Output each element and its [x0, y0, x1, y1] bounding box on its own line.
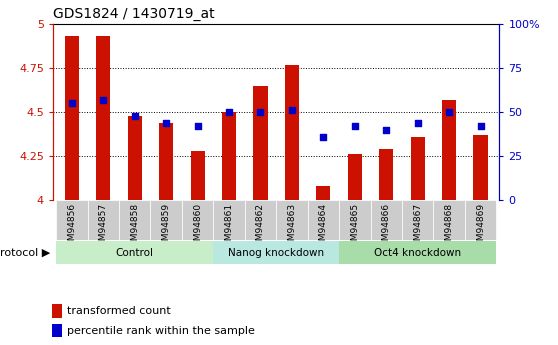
Bar — [213, 200, 245, 240]
Bar — [465, 200, 496, 240]
Bar — [307, 200, 339, 240]
Bar — [182, 200, 213, 240]
Bar — [474, 135, 488, 200]
Text: GSM94862: GSM94862 — [256, 203, 265, 252]
Point — [68, 101, 76, 106]
Bar — [402, 200, 434, 240]
Bar — [128, 116, 142, 200]
Point — [445, 109, 454, 115]
Text: GSM94868: GSM94868 — [445, 203, 454, 253]
Bar — [276, 200, 307, 240]
Text: GSM94861: GSM94861 — [224, 203, 234, 253]
Text: transformed count: transformed count — [67, 306, 171, 316]
Text: GSM94869: GSM94869 — [476, 203, 485, 253]
Point — [224, 109, 233, 115]
Bar — [434, 200, 465, 240]
Text: percentile rank within the sample: percentile rank within the sample — [67, 326, 255, 336]
Bar — [119, 200, 151, 240]
Point — [287, 108, 296, 113]
Bar — [442, 100, 456, 200]
Point — [382, 127, 391, 132]
Bar — [213, 241, 339, 264]
Text: GSM94863: GSM94863 — [287, 203, 296, 253]
Bar — [379, 149, 393, 200]
Bar — [222, 112, 236, 200]
Text: GSM94857: GSM94857 — [99, 203, 108, 253]
Bar — [339, 200, 371, 240]
Text: GSM94859: GSM94859 — [162, 203, 171, 253]
Point — [99, 97, 108, 102]
Point — [476, 124, 485, 129]
Text: GSM94867: GSM94867 — [413, 203, 422, 253]
Bar — [96, 37, 110, 200]
Point — [162, 120, 171, 126]
Bar — [190, 151, 205, 200]
Bar — [316, 186, 330, 200]
Point — [193, 124, 202, 129]
Text: GSM94860: GSM94860 — [193, 203, 202, 253]
Bar — [56, 200, 88, 240]
Text: GSM94864: GSM94864 — [319, 203, 328, 252]
Point — [319, 134, 328, 139]
Bar — [285, 65, 299, 200]
Bar — [253, 86, 268, 200]
Text: GSM94865: GSM94865 — [350, 203, 359, 253]
Bar — [52, 324, 62, 337]
Bar — [159, 123, 173, 200]
Text: GSM94858: GSM94858 — [130, 203, 140, 253]
Point — [256, 109, 265, 115]
Bar — [56, 241, 213, 264]
Bar — [339, 241, 496, 264]
Bar — [151, 200, 182, 240]
Bar — [411, 137, 425, 200]
Point — [413, 120, 422, 126]
Point — [350, 124, 359, 129]
Bar — [245, 200, 276, 240]
Bar — [371, 200, 402, 240]
Text: Nanog knockdown: Nanog knockdown — [228, 248, 324, 258]
Text: Control: Control — [116, 248, 154, 258]
Text: protocol ▶: protocol ▶ — [0, 248, 50, 258]
Bar — [52, 304, 62, 317]
Bar — [348, 154, 362, 200]
Text: GSM94866: GSM94866 — [382, 203, 391, 253]
Point — [130, 113, 139, 118]
Bar — [88, 200, 119, 240]
Bar — [65, 37, 79, 200]
Text: Oct4 knockdown: Oct4 knockdown — [374, 248, 461, 258]
Text: GDS1824 / 1430719_at: GDS1824 / 1430719_at — [53, 7, 215, 21]
Text: GSM94856: GSM94856 — [68, 203, 76, 253]
